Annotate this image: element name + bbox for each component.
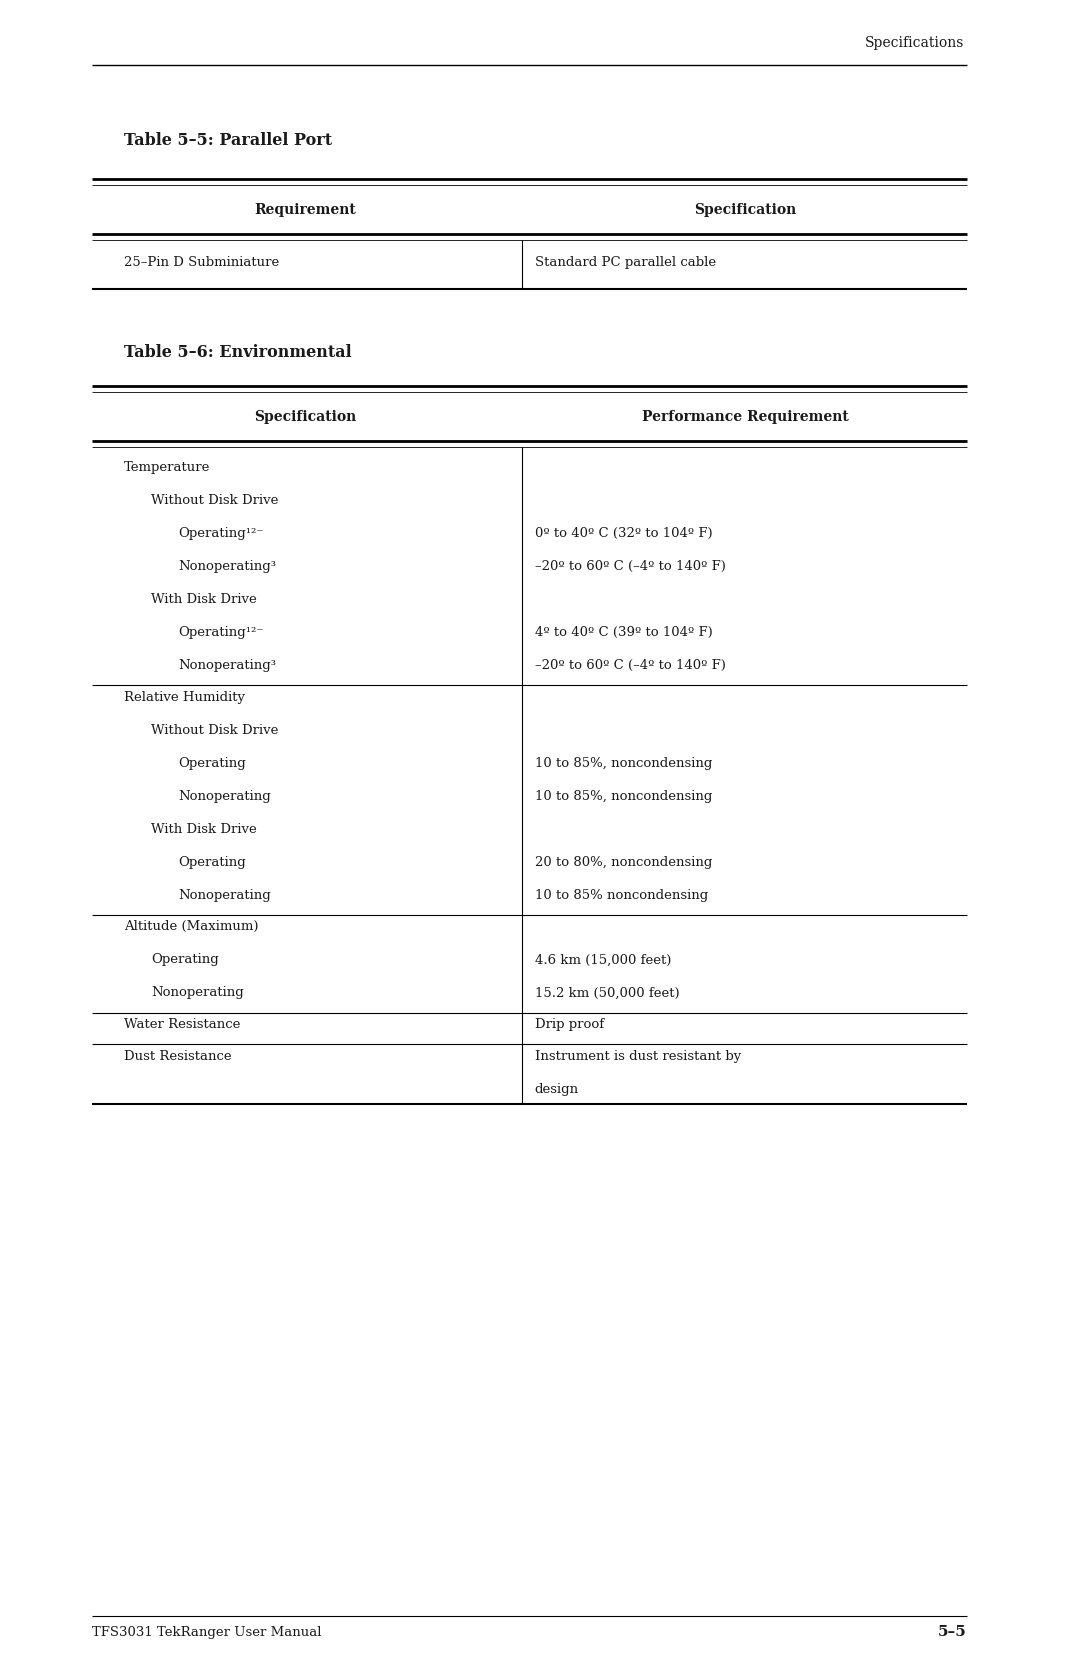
Text: Operating: Operating	[178, 856, 246, 870]
Text: Water Resistance: Water Resistance	[124, 1018, 241, 1031]
Text: Table 5–6: Environmental: Table 5–6: Environmental	[124, 344, 352, 361]
Text: Requirement: Requirement	[255, 204, 356, 217]
Text: Nonoperating³: Nonoperating³	[178, 561, 276, 572]
Text: TFS3031 TekRanger User Manual: TFS3031 TekRanger User Manual	[92, 1626, 322, 1639]
Text: 4.6 km (15,000 feet): 4.6 km (15,000 feet)	[535, 953, 671, 966]
Text: –20º to 60º C (–4º to 140º F): –20º to 60º C (–4º to 140º F)	[535, 659, 726, 673]
Text: Nonoperating: Nonoperating	[178, 890, 271, 901]
Text: Drip proof: Drip proof	[535, 1018, 604, 1031]
Text: Operating¹²⁻: Operating¹²⁻	[178, 527, 264, 539]
Text: Without Disk Drive: Without Disk Drive	[151, 494, 279, 507]
Text: 5–5: 5–5	[937, 1626, 967, 1639]
Text: 20 to 80%, noncondensing: 20 to 80%, noncondensing	[535, 856, 712, 870]
Text: Relative Humidity: Relative Humidity	[124, 691, 245, 704]
Text: 15.2 km (50,000 feet): 15.2 km (50,000 feet)	[535, 986, 679, 1000]
Text: 10 to 85%, noncondensing: 10 to 85%, noncondensing	[535, 789, 712, 803]
Text: Standard PC parallel cable: Standard PC parallel cable	[535, 255, 716, 269]
Text: Table 5–5: Parallel Port: Table 5–5: Parallel Port	[124, 132, 333, 149]
Text: Specifications: Specifications	[865, 37, 964, 50]
Text: Instrument is dust resistant by: Instrument is dust resistant by	[535, 1050, 741, 1063]
Text: Altitude (Maximum): Altitude (Maximum)	[124, 920, 259, 933]
Text: Without Disk Drive: Without Disk Drive	[151, 724, 279, 736]
Text: Nonoperating: Nonoperating	[178, 789, 271, 803]
Text: Operating: Operating	[151, 953, 219, 966]
Text: With Disk Drive: With Disk Drive	[151, 592, 257, 606]
Text: With Disk Drive: With Disk Drive	[151, 823, 257, 836]
Text: Operating¹²⁻: Operating¹²⁻	[178, 626, 264, 639]
Text: Specification: Specification	[255, 411, 356, 424]
Text: 10 to 85% noncondensing: 10 to 85% noncondensing	[535, 890, 707, 901]
Text: –20º to 60º C (–4º to 140º F): –20º to 60º C (–4º to 140º F)	[535, 561, 726, 572]
Text: Dust Resistance: Dust Resistance	[124, 1050, 232, 1063]
Text: 4º to 40º C (39º to 104º F): 4º to 40º C (39º to 104º F)	[535, 626, 713, 639]
Text: Temperature: Temperature	[124, 461, 211, 474]
Text: Nonoperating: Nonoperating	[151, 986, 244, 1000]
Text: Specification: Specification	[694, 204, 796, 217]
Text: Nonoperating³: Nonoperating³	[178, 659, 276, 673]
Text: 0º to 40º C (32º to 104º F): 0º to 40º C (32º to 104º F)	[535, 527, 712, 539]
Text: 25–Pin D Subminiature: 25–Pin D Subminiature	[124, 255, 280, 269]
Text: design: design	[535, 1083, 579, 1095]
Text: 10 to 85%, noncondensing: 10 to 85%, noncondensing	[535, 756, 712, 769]
Text: Operating: Operating	[178, 756, 246, 769]
Text: Performance Requirement: Performance Requirement	[642, 411, 849, 424]
